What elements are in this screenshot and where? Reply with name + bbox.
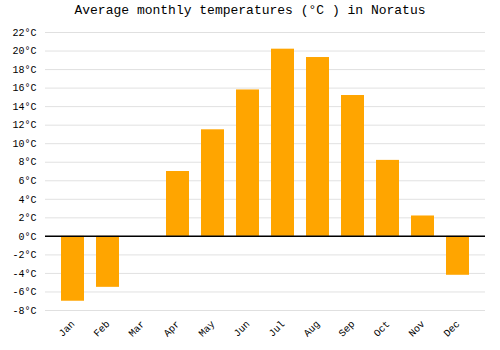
svg-text:Apr: Apr xyxy=(162,319,183,340)
svg-text:14°C: 14°C xyxy=(12,102,36,113)
svg-text:Jul: Jul xyxy=(267,319,288,340)
svg-text:Jan: Jan xyxy=(57,319,78,340)
svg-text:Dec: Dec xyxy=(442,319,463,340)
svg-text:6°C: 6°C xyxy=(18,176,36,187)
svg-text:4°C: 4°C xyxy=(18,195,36,206)
html-text:Average monthly temperatures (: Average monthly temperatures (°C ) in No… xyxy=(74,3,426,18)
svg-text:2°C: 2°C xyxy=(18,213,36,224)
svg-text:Sep: Sep xyxy=(337,319,358,340)
svg-text:8°C: 8°C xyxy=(18,157,36,168)
svg-text:Oct: Oct xyxy=(372,319,393,340)
svg-text:May: May xyxy=(197,319,218,340)
svg-text:Aug: Aug xyxy=(302,319,323,340)
svg-text:18°C: 18°C xyxy=(12,65,36,76)
svg-text:22°C: 22°C xyxy=(12,28,36,39)
svg-text:12°C: 12°C xyxy=(12,120,36,131)
svg-text:Jun: Jun xyxy=(232,319,253,340)
svg-text:10°C: 10°C xyxy=(12,139,36,150)
svg-text:-8°C: -8°C xyxy=(12,306,36,317)
svg-text:0°C: 0°C xyxy=(18,232,36,243)
svg-text:Feb: Feb xyxy=(92,319,113,340)
svg-text:16°C: 16°C xyxy=(12,83,36,94)
svg-text:-2°C: -2°C xyxy=(12,250,36,261)
svg-text:Nov: Nov xyxy=(407,319,428,340)
svg-text:20°C: 20°C xyxy=(12,46,36,57)
svg-text:-4°C: -4°C xyxy=(12,269,36,280)
svg-text:-6°C: -6°C xyxy=(12,287,36,298)
svg-text:Mar: Mar xyxy=(127,319,148,340)
